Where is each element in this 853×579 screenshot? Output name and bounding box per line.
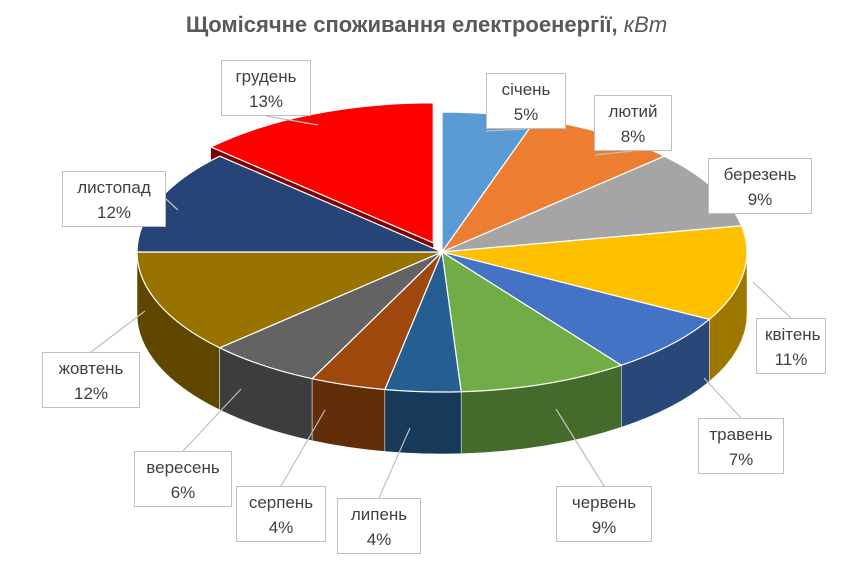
data-label-value: 8% <box>620 127 646 146</box>
data-label-8: серпень 4% <box>236 486 326 542</box>
data-label-12: грудень 13% <box>221 60 311 116</box>
data-label-value: 9% <box>747 190 773 209</box>
pie-slice-5 <box>441 251 711 366</box>
data-label-category: грудень <box>235 67 297 86</box>
leader-line-4 <box>752 281 792 319</box>
data-label-value: 9% <box>591 518 617 537</box>
data-label-category: березень <box>723 165 797 184</box>
data-label-category: жовтень <box>58 359 124 378</box>
data-label-category: травень <box>709 425 773 444</box>
data-label-category: серпень <box>248 493 314 512</box>
chart-title: Щомісячне споживання електроенергії, кВт <box>185 12 668 37</box>
data-label-4: квітень 11% <box>756 318 826 374</box>
data-label-5: травень 7% <box>698 418 784 474</box>
leader-line-8 <box>280 409 326 487</box>
data-label-value: 11% <box>774 350 808 369</box>
data-label-value: 6% <box>170 483 196 502</box>
data-label-1: січень 5% <box>486 73 566 129</box>
leader-line-10 <box>90 310 146 353</box>
data-label-3: березень 9% <box>708 158 812 214</box>
data-label-2: лютий 8% <box>594 95 672 151</box>
data-label-9: вересень 6% <box>134 451 232 507</box>
data-label-value: 12% <box>96 203 132 222</box>
leader-line-7 <box>378 427 411 499</box>
data-label-value: 12% <box>73 384 109 403</box>
data-label-value: 7% <box>728 450 754 469</box>
data-label-category: червень <box>571 493 637 512</box>
data-label-7: липень 4% <box>337 498 421 554</box>
slice-side-8 <box>311 378 386 452</box>
leader-line-5 <box>703 377 742 419</box>
pie-slice-10 <box>136 251 443 349</box>
leader-line-1 <box>485 128 527 132</box>
data-label-value: 4% <box>366 530 392 549</box>
leader-line-6 <box>555 408 605 487</box>
data-label-category: листопад <box>77 178 151 197</box>
data-label-category: вересень <box>146 458 220 477</box>
data-label-category: лютий <box>608 102 658 121</box>
pie-slice-4 <box>441 225 748 321</box>
leader-line-9 <box>182 388 242 452</box>
data-label-10: жовтень 12% <box>42 352 140 408</box>
slice-side-7 <box>384 389 462 455</box>
data-label-value: 13% <box>248 92 284 111</box>
data-label-value: 4% <box>268 518 294 537</box>
data-label-category: липень <box>350 505 408 524</box>
leader-line-11 <box>165 198 179 211</box>
pie-slice-12 <box>209 102 434 244</box>
data-label-category: квітень <box>765 325 821 344</box>
data-label-11: листопад 12% <box>62 171 166 227</box>
leader-line-12 <box>265 115 319 126</box>
data-label-value: 5% <box>513 105 539 124</box>
leader-line-2 <box>594 150 634 156</box>
pie-slice-6 <box>441 250 623 393</box>
data-label-category: січень <box>501 80 551 99</box>
data-label-6: червень 9% <box>556 486 652 542</box>
